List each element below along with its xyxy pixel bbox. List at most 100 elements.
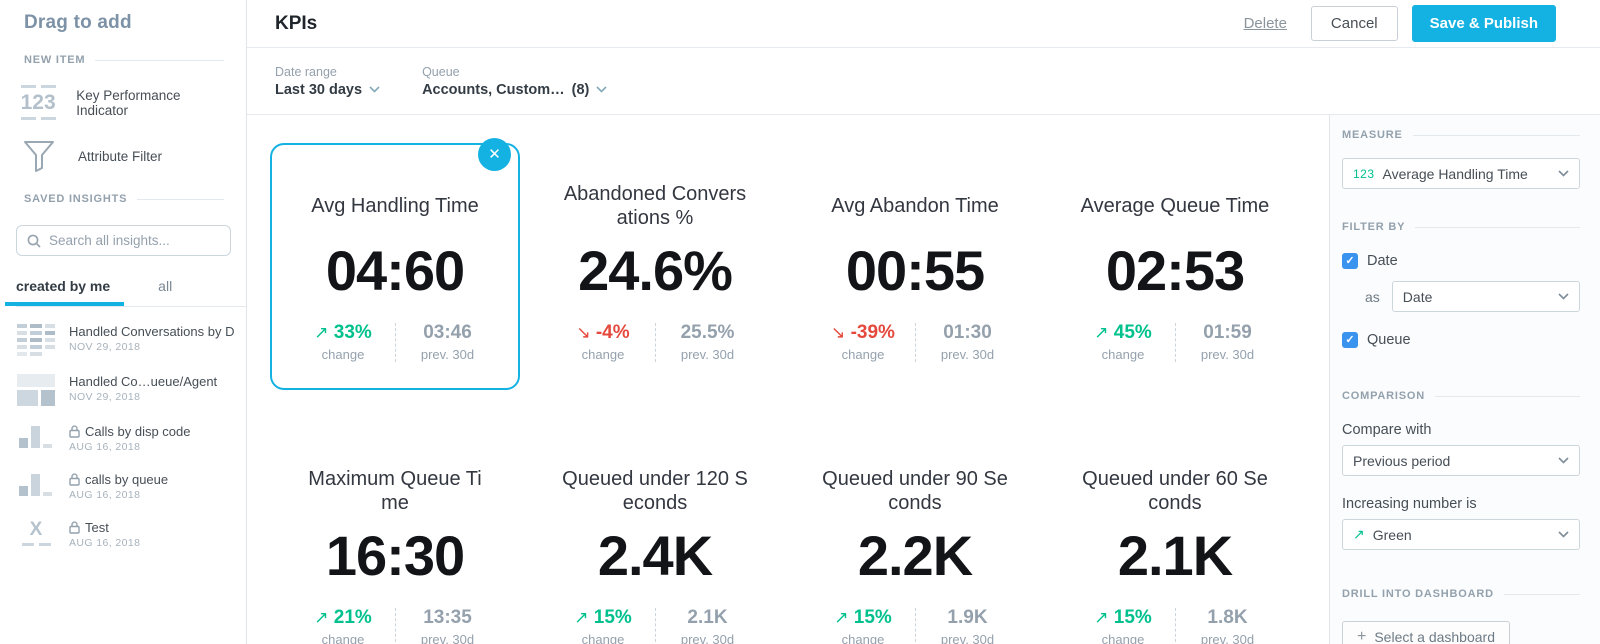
kpi-card-queued-under-60s[interactable]: Queued under 60 Se conds 2.1K ↗ 15% chan… bbox=[1050, 428, 1300, 644]
kpi-widget-icon: 123 bbox=[16, 81, 60, 124]
change-label: change bbox=[841, 631, 885, 644]
kpi-prev-value: 1.9K bbox=[947, 606, 988, 628]
kpi-value: 2.4K bbox=[597, 523, 713, 587]
insight-title: Handled Co…ueue/Agent bbox=[69, 374, 218, 389]
kpi-change: 45% bbox=[1113, 322, 1152, 343]
change-label: change bbox=[581, 346, 625, 362]
queue-filter-count: (8) bbox=[571, 81, 590, 98]
queue-filter-label: Queue bbox=[422, 64, 460, 79]
filter-queue-checkbox-row[interactable]: ✓ Queue bbox=[1342, 332, 1580, 348]
kpi-prev-value: 01:30 bbox=[943, 322, 992, 343]
new-item-kpi[interactable]: 123 Key Performance Indicator bbox=[0, 66, 246, 124]
page-title: KPIs bbox=[275, 12, 318, 34]
filter-date-label: Date bbox=[1367, 253, 1398, 269]
save-publish-button[interactable]: Save & Publish bbox=[1411, 5, 1556, 42]
insight-title: Handled Conversations by D bbox=[69, 324, 235, 339]
new-item-attribute-filter[interactable]: Attribute Filter bbox=[0, 124, 246, 173]
kpi-card-queued-under-120s[interactable]: Queued under 120 S econds 2.4K ↗ 15% cha… bbox=[530, 428, 780, 644]
list-item[interactable]: X Test AUG 16, 2018 bbox=[0, 511, 246, 559]
checkbox-checked-icon[interactable]: ✓ bbox=[1342, 332, 1358, 348]
kpi-card-maximum-queue-time[interactable]: Maximum Queue Ti me 16:30 ↗ 21% change 1… bbox=[270, 428, 520, 644]
kpi-value: 2.1K bbox=[1117, 523, 1233, 587]
kpi-value: 2.2K bbox=[857, 523, 973, 587]
header-bar: KPIs Delete Cancel Save & Publish bbox=[247, 0, 1600, 48]
date-dimension-select[interactable]: Date bbox=[1391, 281, 1580, 312]
compare-with-label: Compare with bbox=[1342, 422, 1432, 438]
list-item[interactable]: Calls by disp code AUG 16, 2018 bbox=[0, 415, 246, 463]
lock-icon bbox=[69, 521, 80, 534]
cancel-button[interactable]: Cancel bbox=[1310, 6, 1398, 41]
change-label: change bbox=[841, 346, 885, 362]
date-as-row: as Date bbox=[1365, 281, 1580, 312]
checkbox-checked-icon[interactable]: ✓ bbox=[1342, 253, 1358, 269]
kpi-card-abandoned-conversations[interactable]: Abandoned Convers ations % 24.6% ↘ -4% c… bbox=[530, 143, 780, 390]
kpi-prev-value: 01:59 bbox=[1203, 322, 1252, 343]
trend-up-icon: ↗ bbox=[1094, 607, 1109, 627]
kpi-prev-value: 2.1K bbox=[687, 606, 728, 628]
plus-icon: + bbox=[1357, 628, 1367, 644]
list-item[interactable]: Handled Conversations by D NOV 29, 2018 bbox=[0, 315, 246, 365]
kpi-title: Average Queue Time bbox=[1080, 195, 1270, 217]
kpi-change: 21% bbox=[333, 606, 372, 628]
measure-select[interactable]: 123 Average Handling Time bbox=[1342, 158, 1580, 189]
kpi-value: 00:55 bbox=[845, 239, 985, 302]
kpi-card-queued-under-90s[interactable]: Queued under 90 Se conds 2.2K ↗ 15% chan… bbox=[790, 428, 1040, 644]
compare-with-value: Previous period bbox=[1353, 452, 1451, 469]
kpi-card-avg-handling-time[interactable]: ✕ Avg Handling Time 04:60 ↗ 33% change 0… bbox=[270, 138, 520, 390]
list-item[interactable]: calls by queue AUG 16, 2018 bbox=[0, 463, 246, 511]
sidebar-title: Drag to add bbox=[24, 12, 132, 33]
queue-filter-value: Accounts, Custom… bbox=[422, 81, 565, 98]
kpi-card-average-queue-time[interactable]: Average Queue Time 02:53 ↗ 45% change 01… bbox=[1050, 143, 1300, 390]
list-item[interactable]: Handled Co…ueue/Agent NOV 29, 2018 bbox=[0, 365, 246, 415]
kpi-title: Maximum Queue Ti me bbox=[308, 467, 482, 514]
new-item-attribute-filter-label: Attribute Filter bbox=[78, 148, 163, 164]
tab-all[interactable]: all bbox=[158, 278, 173, 294]
insight-date: AUG 16, 2018 bbox=[69, 489, 141, 501]
comparison-section-label: COMPARISON bbox=[1342, 390, 1580, 402]
tab-created-by-me[interactable]: created by me bbox=[5, 274, 125, 306]
kpi-change: 15% bbox=[593, 606, 632, 628]
kpi-config-panel: MEASURE 123 Average Handling Time FILTER… bbox=[1329, 115, 1600, 644]
trend-up-icon: ↗ bbox=[1353, 526, 1365, 542]
select-dashboard-button[interactable]: + Select a dashboard bbox=[1342, 621, 1510, 644]
scatter-x-icon: X bbox=[16, 520, 56, 550]
prev-label: prev. 30d bbox=[940, 346, 995, 362]
measure-select-value: Average Handling Time bbox=[1382, 165, 1528, 182]
filter-date-checkbox-row[interactable]: ✓ Date bbox=[1342, 253, 1580, 269]
bar-chart-icon bbox=[16, 424, 56, 454]
date-range-value: Last 30 days bbox=[275, 81, 363, 98]
date-range-filter[interactable]: Date range Last 30 days bbox=[275, 65, 380, 98]
table-icon bbox=[16, 324, 56, 356]
saved-insights-section-label: SAVED INSIGHTS bbox=[24, 193, 224, 205]
kpi-card-avg-abandon-time[interactable]: Avg Abandon Time 00:55 ↘ -39% change 01:… bbox=[790, 143, 1040, 390]
filter-bar: Date range Last 30 days Queue Accounts, … bbox=[247, 48, 1600, 115]
delete-button[interactable]: Delete bbox=[1243, 15, 1287, 32]
search-input[interactable] bbox=[49, 233, 226, 248]
filter-queue-label: Queue bbox=[1367, 332, 1411, 348]
lock-icon bbox=[69, 425, 80, 438]
trend-up-icon: ↗ bbox=[314, 323, 329, 342]
kpi-change: 15% bbox=[853, 606, 892, 628]
prev-label: prev. 30d bbox=[940, 631, 995, 644]
lock-icon bbox=[69, 473, 80, 486]
increasing-number-select[interactable]: ↗ Green bbox=[1342, 519, 1580, 550]
kpi-change: 33% bbox=[333, 322, 372, 343]
change-label: change bbox=[581, 631, 625, 644]
compare-with-select[interactable]: Previous period bbox=[1342, 445, 1580, 476]
filter-by-section-label: FILTER BY bbox=[1342, 221, 1580, 233]
chevron-down-icon bbox=[1558, 531, 1569, 538]
change-label: change bbox=[321, 346, 365, 362]
funnel-icon bbox=[16, 139, 62, 173]
prev-label: prev. 30d bbox=[680, 631, 735, 644]
bar-chart-icon bbox=[16, 472, 56, 502]
kpi-value: 24.6% bbox=[578, 239, 733, 302]
kpi-value: 02:53 bbox=[1105, 239, 1245, 302]
insights-search[interactable] bbox=[16, 225, 231, 256]
queue-filter[interactable]: Queue Accounts, Custom… (8) bbox=[422, 65, 607, 98]
search-icon bbox=[27, 234, 41, 248]
increasing-number-label: Increasing number is bbox=[1342, 496, 1477, 512]
trend-up-icon: ↗ bbox=[1094, 323, 1109, 342]
kpi-value: 04:60 bbox=[325, 239, 465, 302]
chevron-down-icon bbox=[1558, 170, 1569, 177]
close-icon[interactable]: ✕ bbox=[478, 138, 511, 171]
